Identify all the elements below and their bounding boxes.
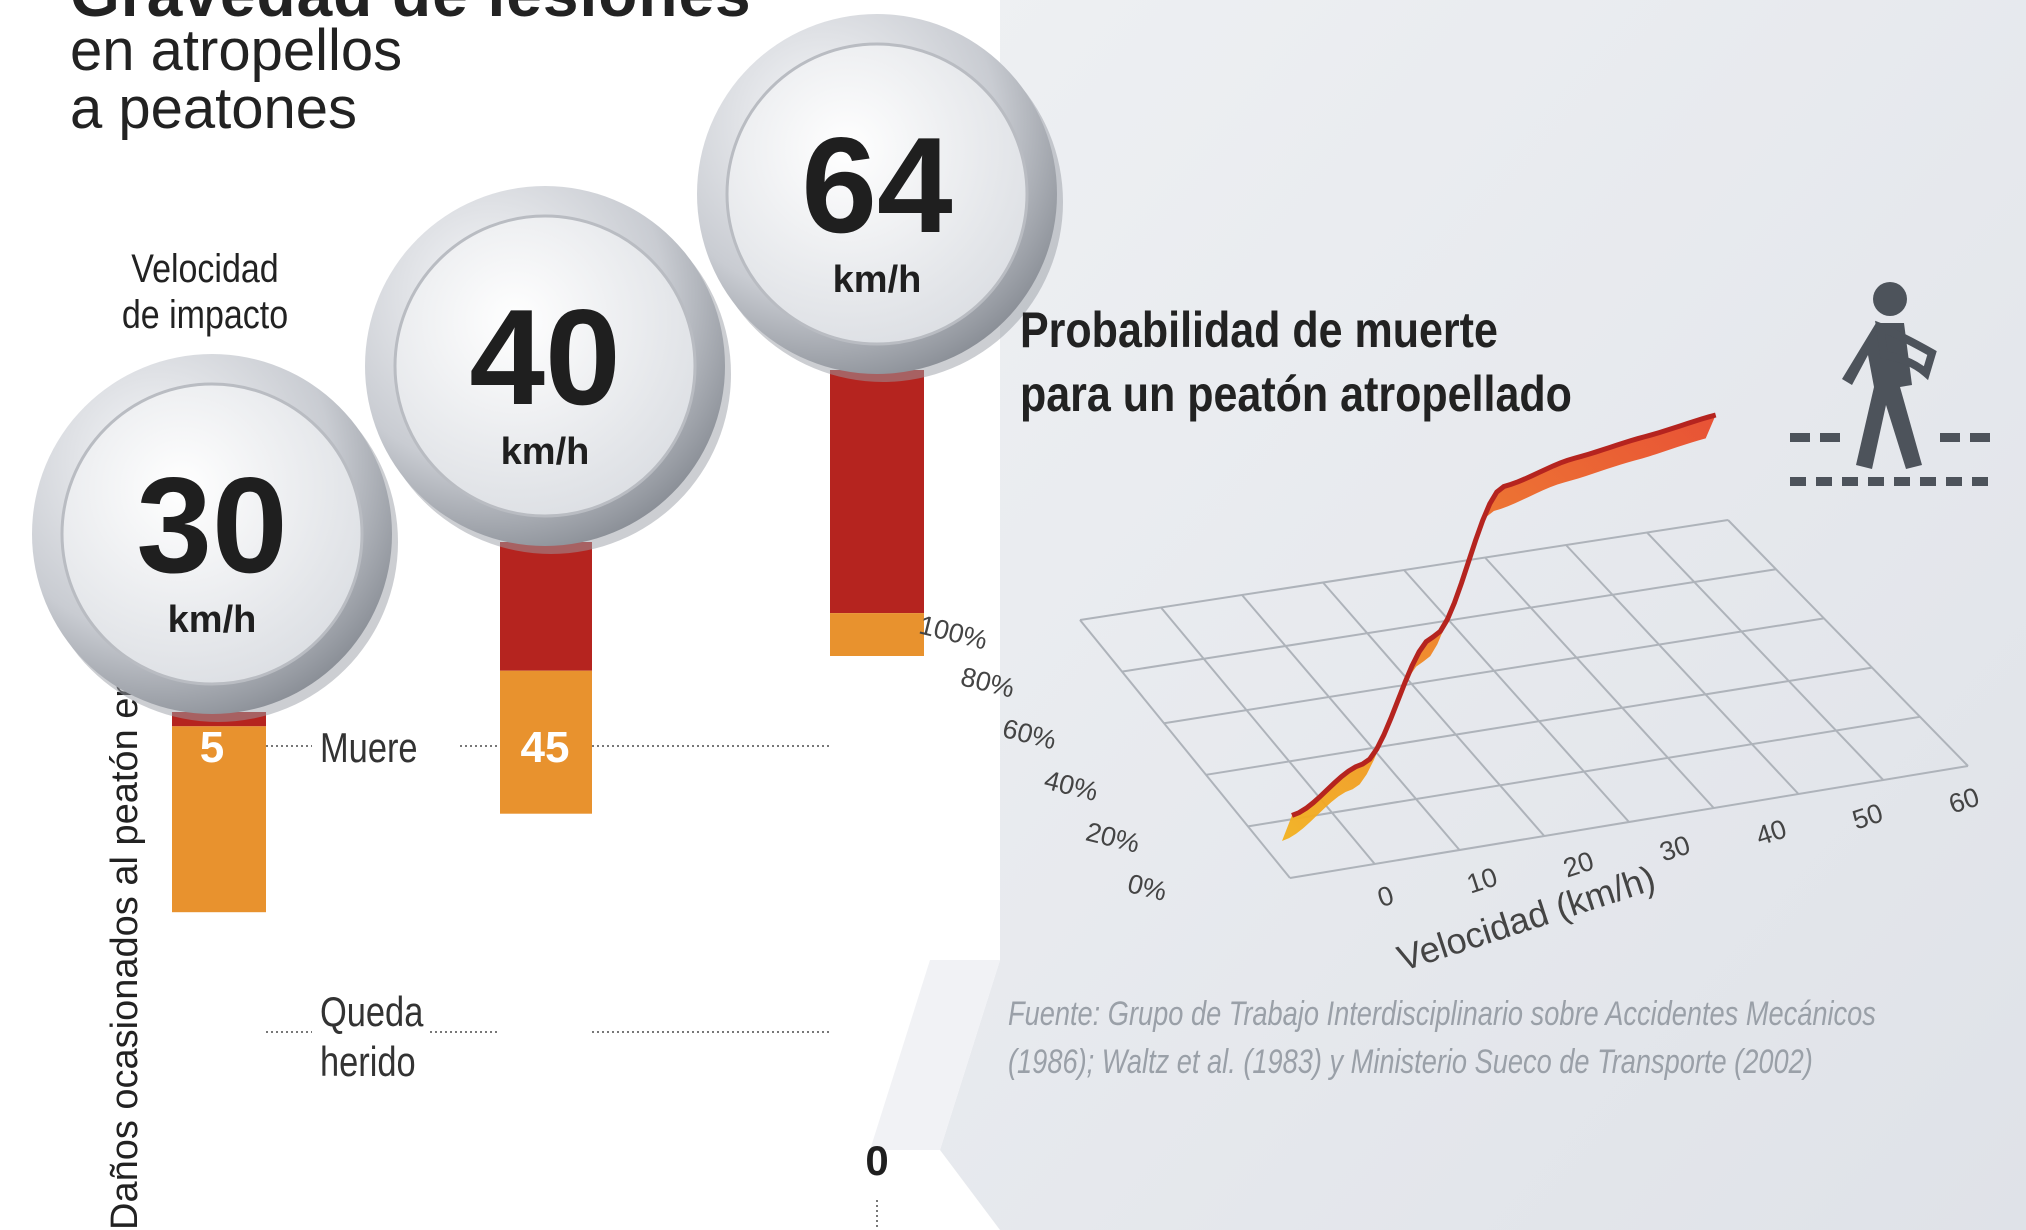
x-tick-label: 50 (1849, 798, 1887, 836)
value-label-dies-30: 5 (200, 723, 224, 772)
x-tick-label: 10 (1463, 862, 1501, 900)
y-tick-label: 100% (916, 610, 990, 656)
value-label-dies-40: 45 (521, 723, 570, 772)
bar-injured-64 (830, 613, 924, 656)
bar-dies-40 (500, 542, 592, 671)
probability-title-line-1: Probabilidad de muerte (1020, 302, 1498, 358)
x-tick-label: 0 (1374, 880, 1398, 913)
y-tick-label: 20% (1083, 817, 1143, 859)
pedestrian-crossing-icon (1790, 282, 1990, 486)
source-line-1: Fuente: Grupo de Trabajo Interdisciplina… (1008, 995, 1876, 1033)
value-label-injured-64: 15 (853, 1009, 902, 1058)
speed-value-40: 40 (469, 281, 620, 433)
x-tick-label: 40 (1752, 814, 1790, 852)
probability-curve (1282, 415, 1716, 841)
y-tick-label: 40% (1041, 765, 1101, 807)
category-label-injured-line-2: herido (320, 1039, 416, 1086)
source-note: Fuente: Grupo de Trabajo Interdisciplina… (1008, 990, 1876, 1086)
value-label-dies-64: 85 (853, 723, 902, 772)
speed-unit-30: km/h (168, 599, 257, 641)
probability-curve-line (1291, 412, 1717, 818)
speed-caption-line-2: de impacto (121, 293, 289, 337)
category-label-injured-line-1: Queda (320, 989, 424, 1036)
x-tick-label: 60 (1945, 782, 1983, 820)
bar-dies-64 (830, 370, 924, 614)
speed-unit-40: km/h (501, 431, 590, 473)
probability-title-line-2: para un peatón atropellado (1020, 366, 1572, 422)
speed-unit-64: km/h (833, 259, 922, 301)
bar-injured-30 (172, 726, 266, 913)
y-tick-label: 60% (1000, 713, 1060, 755)
title-line-1: en atropellos (70, 18, 403, 83)
bar-injured-40 (500, 670, 592, 814)
x-tick-label: 30 (1656, 830, 1694, 868)
y-tick-label: 80% (958, 661, 1018, 703)
speed-value-64: 64 (801, 109, 952, 261)
value-label-injured-40: 50 (521, 1009, 570, 1058)
source-line-2: (1986); Waltz et al. (1983) y Ministerio… (1008, 1043, 1813, 1081)
value-label-injured-30: 65 (188, 1009, 237, 1058)
speed-caption: Velocidad de impacto (112, 246, 299, 338)
probability-title: Probabilidad de muerte para un peatón at… (1020, 298, 1572, 426)
x-axis-title: Velocidad (km/h) (1392, 857, 1660, 979)
chart-grid (1079, 519, 1969, 879)
title-line-2: a peatones (70, 76, 358, 141)
title: en atropellos a peatones (70, 22, 402, 138)
category-label-dies: Muere (320, 725, 418, 772)
title-partial: Gravedad de lesiones (70, 0, 752, 26)
speed-caption-line-1: Velocidad (131, 247, 279, 291)
y-tick-label: 0% (1125, 868, 1170, 907)
speed-value-30: 30 (136, 449, 287, 601)
zero-label: 0 (865, 1137, 888, 1184)
